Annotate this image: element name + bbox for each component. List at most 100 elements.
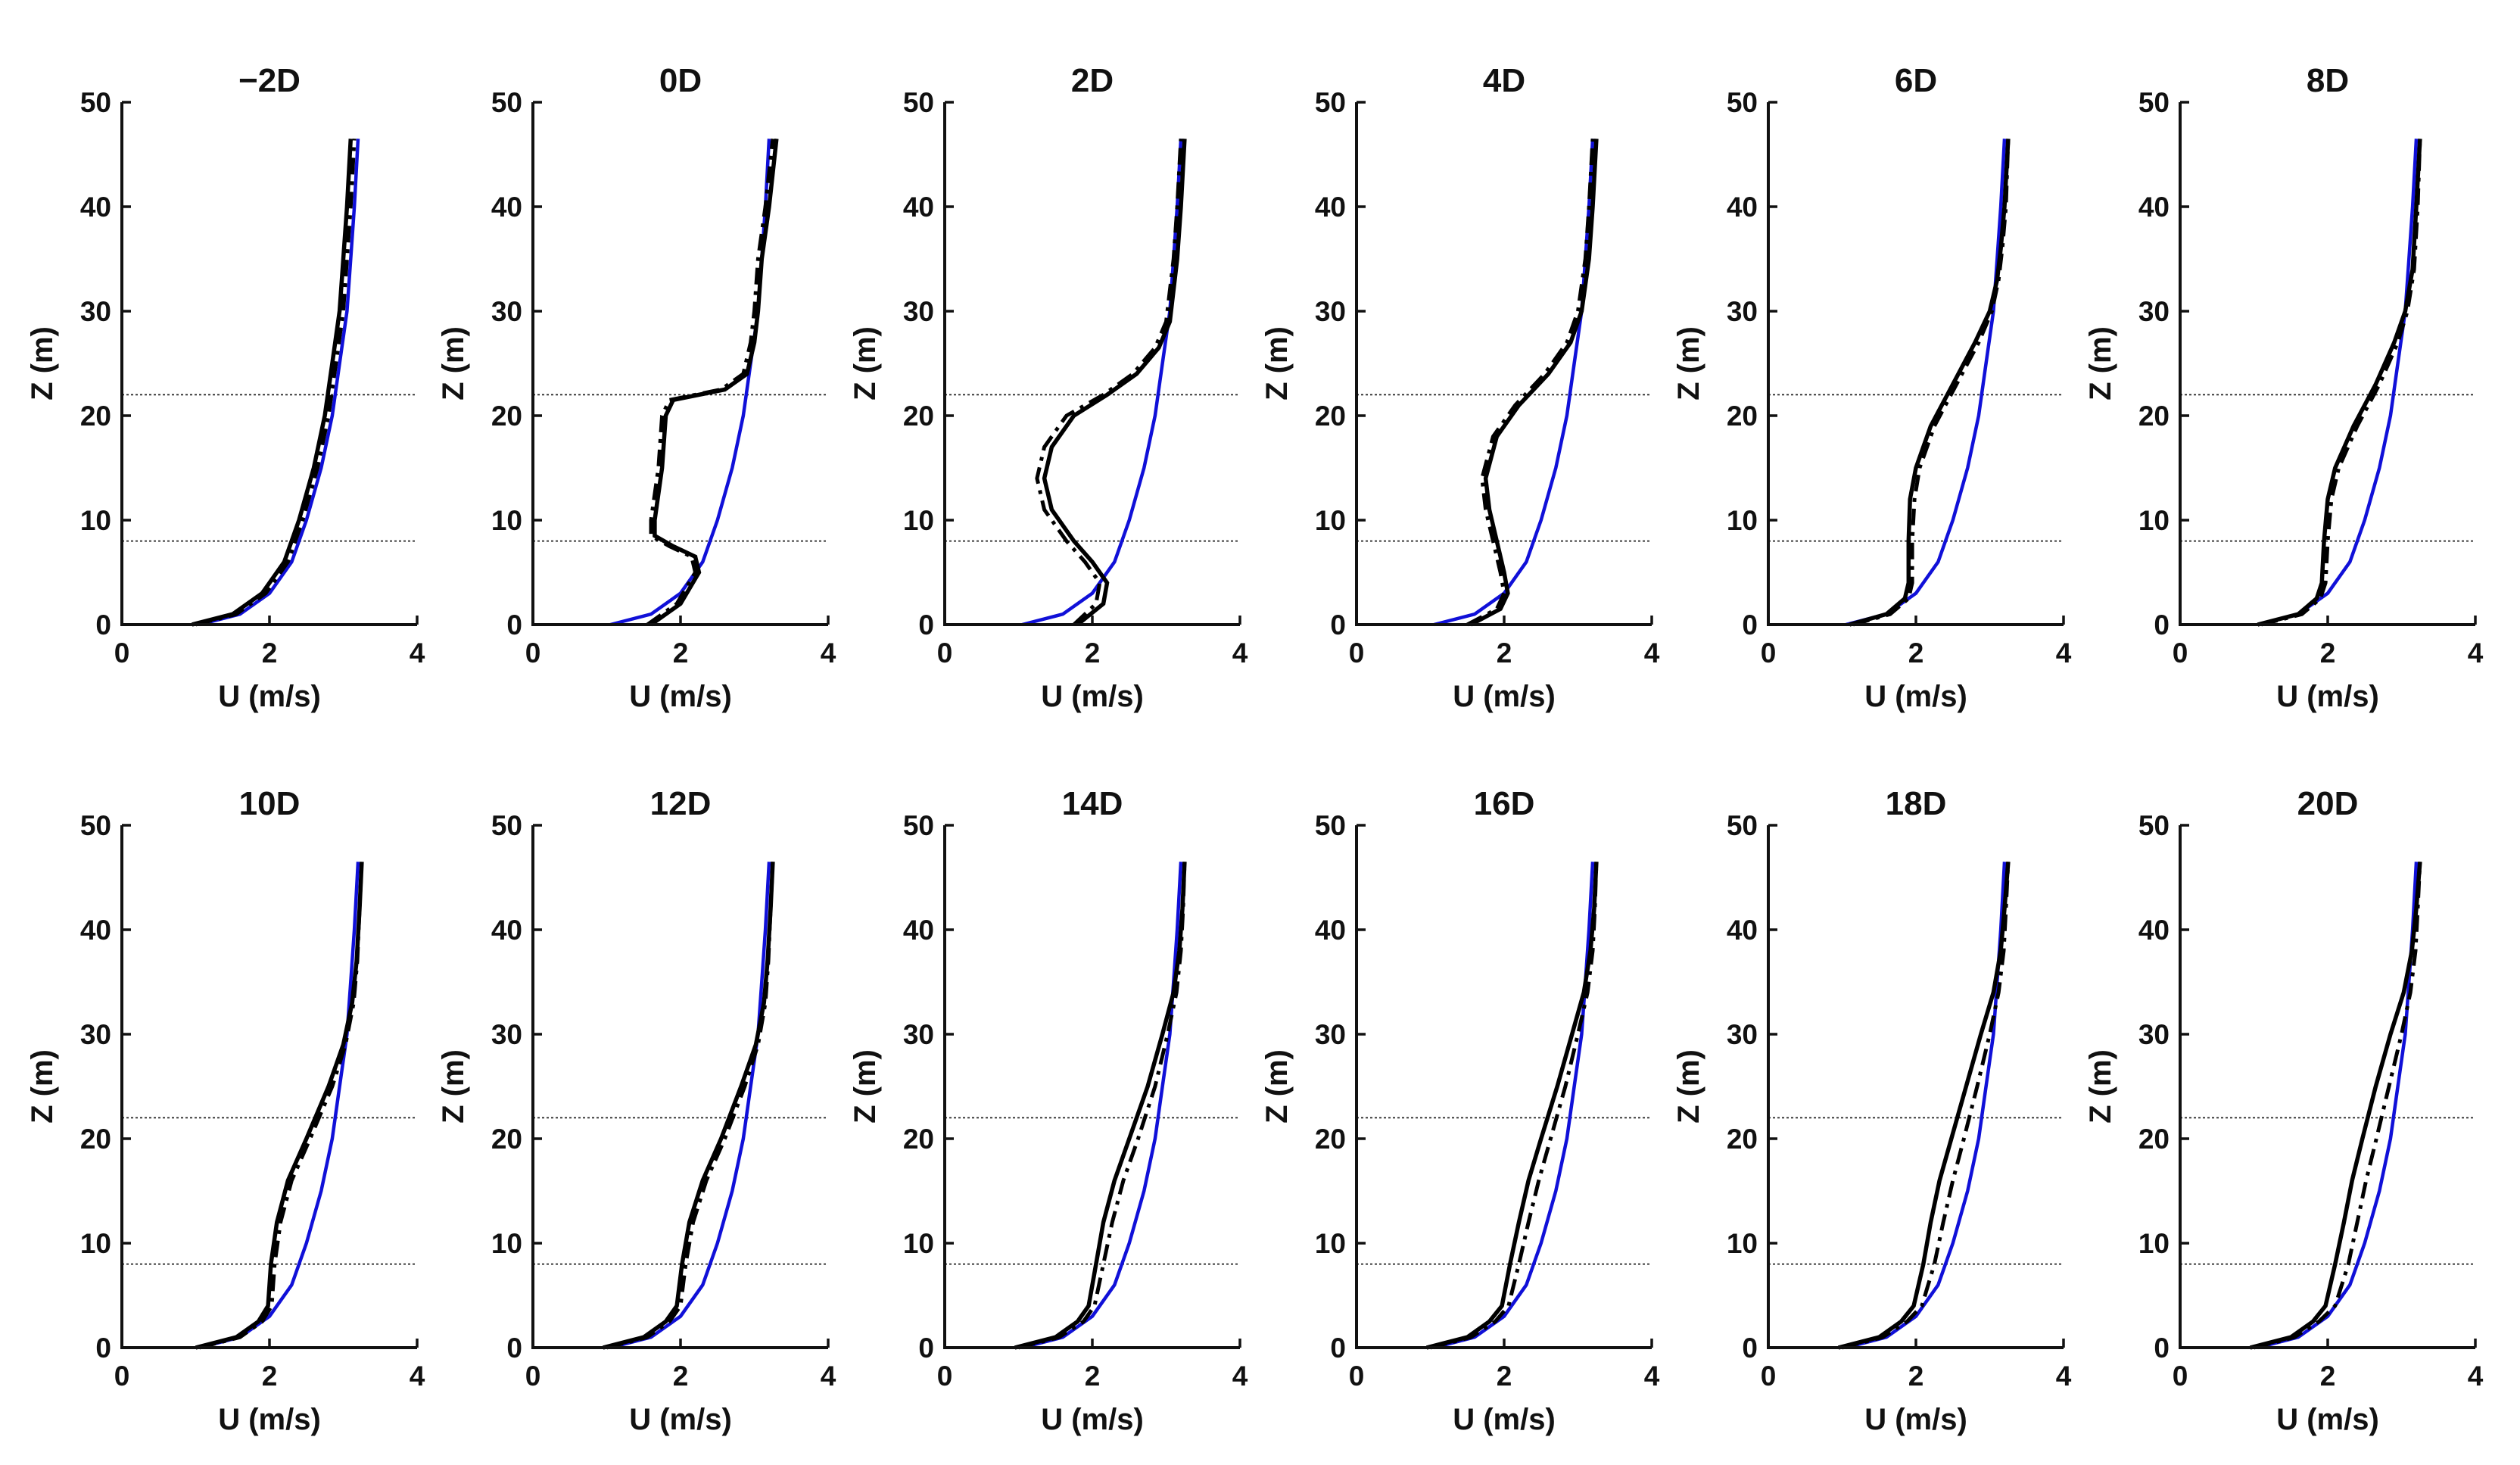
- x-tick-label: 0: [114, 637, 130, 669]
- panel-1: −2D 0 10 20 30 40 50 0 2 4 U (m/s) Z (m): [26, 62, 425, 713]
- y-tick-label: 50: [1315, 810, 1346, 841]
- y-tick-label: 0: [918, 609, 934, 641]
- x-axis-label: U (m/s): [2276, 680, 2379, 713]
- x-axis-label: U (m/s): [1864, 680, 1967, 713]
- x-tick-label: 2: [1497, 1361, 1512, 1392]
- dashdot-curve: [1035, 139, 1183, 626]
- solid-curve: [649, 139, 779, 627]
- x-tick-label: 0: [1349, 637, 1365, 669]
- panel-title: −2D: [238, 62, 301, 99]
- y-tick-label: 10: [1315, 1228, 1346, 1259]
- y-tick-label: 40: [903, 192, 934, 223]
- dashdot-curve: [606, 862, 775, 1350]
- panel-title: 14D: [1062, 785, 1123, 822]
- y-tick-label: 10: [903, 505, 934, 536]
- y-tick-label: 0: [918, 1333, 934, 1364]
- panel-title: 20D: [2297, 785, 2359, 822]
- y-tick-label: 50: [903, 87, 934, 118]
- y-axis-label: Z (m): [437, 326, 470, 401]
- inflow-curve: [198, 139, 360, 627]
- y-tick-label: 20: [80, 1124, 111, 1155]
- y-axis-label: Z (m): [26, 1049, 59, 1124]
- x-tick-label: 0: [1349, 1361, 1365, 1392]
- y-tick-label: 0: [2154, 609, 2170, 641]
- y-tick-label: 20: [2138, 1124, 2170, 1155]
- inflow-curve: [198, 862, 360, 1350]
- y-tick-label: 40: [1727, 192, 1758, 223]
- y-tick-label: 20: [1727, 1124, 1758, 1155]
- x-axis-label: U (m/s): [1453, 1403, 1556, 1436]
- y-tick-label: 0: [95, 609, 111, 641]
- panel-11: 18D 0 10 20 30 40 50 0 2 4 U (m/s) Z (m): [1672, 785, 2072, 1436]
- x-tick-label: 0: [2173, 637, 2188, 669]
- x-tick-label: 0: [1761, 637, 1777, 669]
- dashdot-curve: [2253, 862, 2422, 1350]
- y-tick-label: 40: [1315, 915, 1346, 946]
- y-tick-label: 20: [80, 401, 111, 432]
- y-tick-label: 30: [80, 1019, 111, 1050]
- y-axis-label: Z (m): [26, 326, 59, 401]
- x-tick-label: 4: [821, 637, 836, 669]
- dashdot-curve: [195, 139, 357, 627]
- panel-6: 8D 0 10 20 30 40 50 0 2 4 U (m/s) Z (m): [2084, 62, 2484, 713]
- y-tick-label: 10: [903, 1228, 934, 1259]
- inflow-curve: [1433, 139, 1595, 627]
- inflow-curve: [609, 139, 771, 627]
- y-tick-label: 20: [1727, 401, 1758, 432]
- inflow-curve: [1845, 139, 2007, 627]
- y-tick-label: 10: [491, 1228, 522, 1259]
- y-tick-label: 10: [1727, 1228, 1758, 1259]
- y-tick-label: 40: [2138, 192, 2170, 223]
- y-tick-label: 20: [2138, 401, 2170, 432]
- y-tick-label: 20: [491, 401, 522, 432]
- dashdot-curve: [1429, 862, 1599, 1350]
- y-tick-label: 10: [2138, 1228, 2170, 1259]
- x-tick-label: 2: [1085, 637, 1101, 669]
- inflow-curve: [1021, 862, 1183, 1350]
- panel-title: 8D: [2307, 62, 2349, 99]
- panel-10: 16D 0 10 20 30 40 50 0 2 4 U (m/s) Z (m): [1260, 785, 1660, 1436]
- solid-curve: [1425, 862, 1599, 1350]
- y-axis-label: Z (m): [849, 1049, 882, 1124]
- panel-title: 12D: [650, 785, 712, 822]
- y-tick-label: 10: [80, 505, 111, 536]
- y-tick-label: 30: [903, 296, 934, 327]
- y-tick-label: 20: [903, 1124, 934, 1155]
- y-tick-label: 30: [2138, 296, 2170, 327]
- x-tick-label: 2: [1908, 1361, 1924, 1392]
- x-axis-label: U (m/s): [1864, 1403, 1967, 1436]
- x-tick-label: 0: [1761, 1361, 1777, 1392]
- y-tick-label: 30: [1315, 1019, 1346, 1050]
- panel-title: 2D: [1071, 62, 1114, 99]
- x-tick-label: 4: [2056, 637, 2072, 669]
- x-tick-label: 4: [2056, 1361, 2072, 1392]
- y-tick-label: 0: [2154, 1333, 2170, 1364]
- dashdot-curve: [1466, 139, 1595, 627]
- y-tick-label: 40: [491, 192, 522, 223]
- y-tick-label: 20: [903, 401, 934, 432]
- dashdot-curve: [198, 862, 364, 1350]
- solid-curve: [1014, 862, 1187, 1350]
- x-axis-label: U (m/s): [629, 1403, 732, 1436]
- y-axis-label: Z (m): [1672, 326, 1705, 401]
- x-tick-label: 4: [1644, 637, 1660, 669]
- y-tick-label: 0: [506, 1333, 522, 1364]
- x-axis-label: U (m/s): [2276, 1403, 2379, 1436]
- x-tick-label: 0: [2173, 1361, 2188, 1392]
- inflow-curve: [1845, 862, 2007, 1350]
- panel-title: 10D: [239, 785, 301, 822]
- y-tick-label: 0: [1330, 609, 1346, 641]
- solid-curve: [1837, 862, 2011, 1350]
- y-tick-label: 50: [1727, 87, 1758, 118]
- y-tick-label: 30: [903, 1019, 934, 1050]
- y-tick-label: 0: [506, 609, 522, 641]
- inflow-curve: [2257, 139, 2419, 627]
- y-tick-label: 0: [1742, 609, 1758, 641]
- y-axis-label: Z (m): [1672, 1049, 1705, 1124]
- panel-12: 20D 0 10 20 30 40 50 0 2 4 U (m/s) Z (m): [2084, 785, 2484, 1436]
- x-axis-label: U (m/s): [1453, 680, 1556, 713]
- x-tick-label: 0: [937, 1361, 953, 1392]
- x-tick-label: 2: [1085, 1361, 1101, 1392]
- dashdot-curve: [1841, 862, 2011, 1350]
